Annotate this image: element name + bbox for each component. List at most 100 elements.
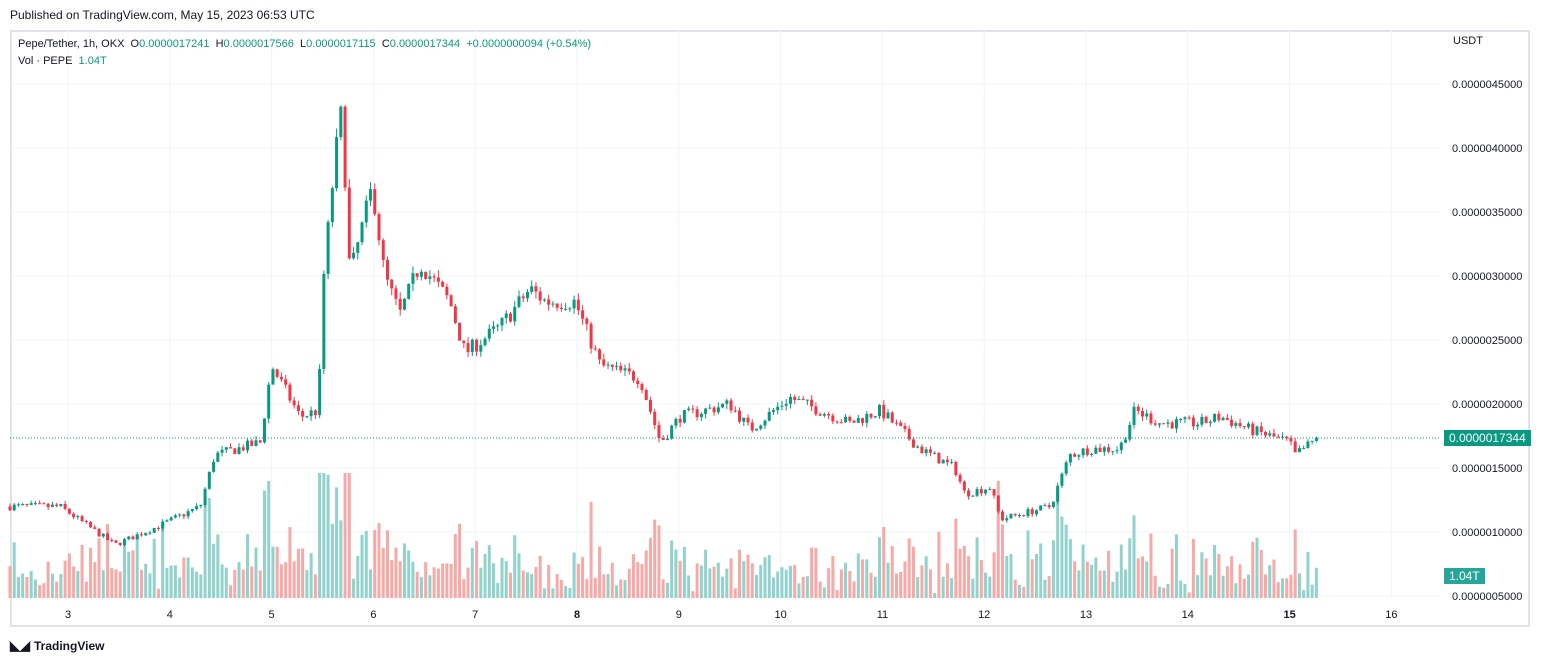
volume-bar <box>1234 583 1238 598</box>
volume-bar <box>835 590 839 598</box>
candle-body <box>547 299 551 305</box>
volume-bar <box>1107 550 1111 598</box>
volume-bar <box>1314 567 1318 598</box>
candle-body <box>1068 454 1072 463</box>
volume-bar <box>169 565 173 598</box>
volume-bar <box>678 560 682 598</box>
candle-body <box>415 273 419 277</box>
candle-body <box>797 399 801 401</box>
volume-bar <box>1259 549 1263 598</box>
candle-body <box>525 291 529 299</box>
volume-bar <box>1068 539 1072 598</box>
volume-bar <box>1242 578 1246 598</box>
candle-body <box>233 448 237 454</box>
candle-body <box>593 348 597 350</box>
candle-body <box>241 447 245 451</box>
volume-bar <box>742 561 746 598</box>
candle-body <box>589 323 593 349</box>
candle-body <box>924 449 928 454</box>
candle-body <box>784 403 788 406</box>
volume-bar <box>466 567 470 598</box>
y-tick-label: 0.0000010000 <box>1452 527 1522 539</box>
volume-bar <box>725 568 729 598</box>
volume-bar <box>801 576 805 598</box>
candle-body <box>89 521 93 528</box>
grid <box>10 30 1440 598</box>
volume-bar <box>101 570 105 598</box>
candle-body <box>203 488 207 505</box>
volume-bar <box>330 523 334 598</box>
y-tick-label: 0.0000040000 <box>1452 143 1522 155</box>
candle-body <box>1272 433 1276 437</box>
volume-bar <box>967 556 971 598</box>
candle-body <box>161 521 165 529</box>
volume-bar <box>458 523 462 598</box>
candle-body <box>576 299 580 311</box>
volume-bar <box>173 565 177 598</box>
candle-body <box>1039 505 1043 511</box>
candle-body <box>1157 423 1161 425</box>
volume-bar <box>1225 566 1229 598</box>
candle-body <box>1255 426 1259 436</box>
candle-body <box>139 534 143 536</box>
candle-body <box>894 422 898 424</box>
candle-body <box>1013 513 1017 516</box>
candle-body <box>411 273 415 284</box>
volume-bar <box>1297 573 1301 598</box>
candle-body <box>771 410 775 412</box>
candles <box>8 105 1318 547</box>
candle-body <box>653 411 657 426</box>
candle-body <box>369 189 373 201</box>
volume-bar <box>873 576 877 598</box>
candle-body <box>1238 423 1242 427</box>
volume-bar <box>716 562 720 598</box>
candle-body <box>127 536 131 540</box>
candle-body <box>1056 485 1060 502</box>
candle-body <box>1111 451 1115 453</box>
candle-body <box>432 276 436 278</box>
volume-bar <box>619 579 623 598</box>
volume-bar <box>576 563 580 598</box>
chart-frame[interactable] <box>10 30 1530 627</box>
volume-bar <box>284 562 288 598</box>
candle-body <box>1022 515 1026 517</box>
candle-body <box>1289 438 1293 442</box>
volume-bar <box>195 571 199 598</box>
candle-body <box>945 459 949 463</box>
candle-body <box>394 288 398 299</box>
volume-bar <box>598 546 602 598</box>
candle-body <box>776 406 780 411</box>
candle-body <box>101 533 105 537</box>
symbol: Pepe/Tether, 1h, OKX <box>18 38 125 50</box>
candle-body <box>636 380 640 385</box>
candle-body <box>301 410 305 417</box>
candle-body <box>1034 510 1038 515</box>
candle-body <box>822 413 826 416</box>
volume-bar <box>933 593 937 598</box>
candle-body <box>631 371 635 381</box>
volume-bar <box>691 591 695 598</box>
candle-body <box>458 322 462 341</box>
volume-bar <box>398 561 402 598</box>
volume-bar <box>759 565 763 598</box>
candle-body <box>661 438 665 440</box>
tradingview-logo[interactable]: ◣◢ TradingView <box>10 638 105 653</box>
volume-bar <box>627 568 631 598</box>
candle-body <box>1310 440 1314 442</box>
volume-bar <box>788 565 792 598</box>
candle-body <box>886 412 890 419</box>
volume-bar <box>530 574 534 598</box>
volume-bar <box>441 563 445 598</box>
volume-bar <box>1060 516 1064 598</box>
volume-bar <box>856 553 860 598</box>
candle-body <box>42 503 46 505</box>
volume-bar <box>865 559 869 598</box>
candle-body <box>322 273 326 370</box>
volume-bar <box>390 560 394 598</box>
volume-bar <box>190 567 194 598</box>
volume-bar <box>97 538 101 598</box>
volume-bar <box>547 565 551 598</box>
volume-bar <box>903 561 907 598</box>
volume-bar <box>729 558 733 598</box>
